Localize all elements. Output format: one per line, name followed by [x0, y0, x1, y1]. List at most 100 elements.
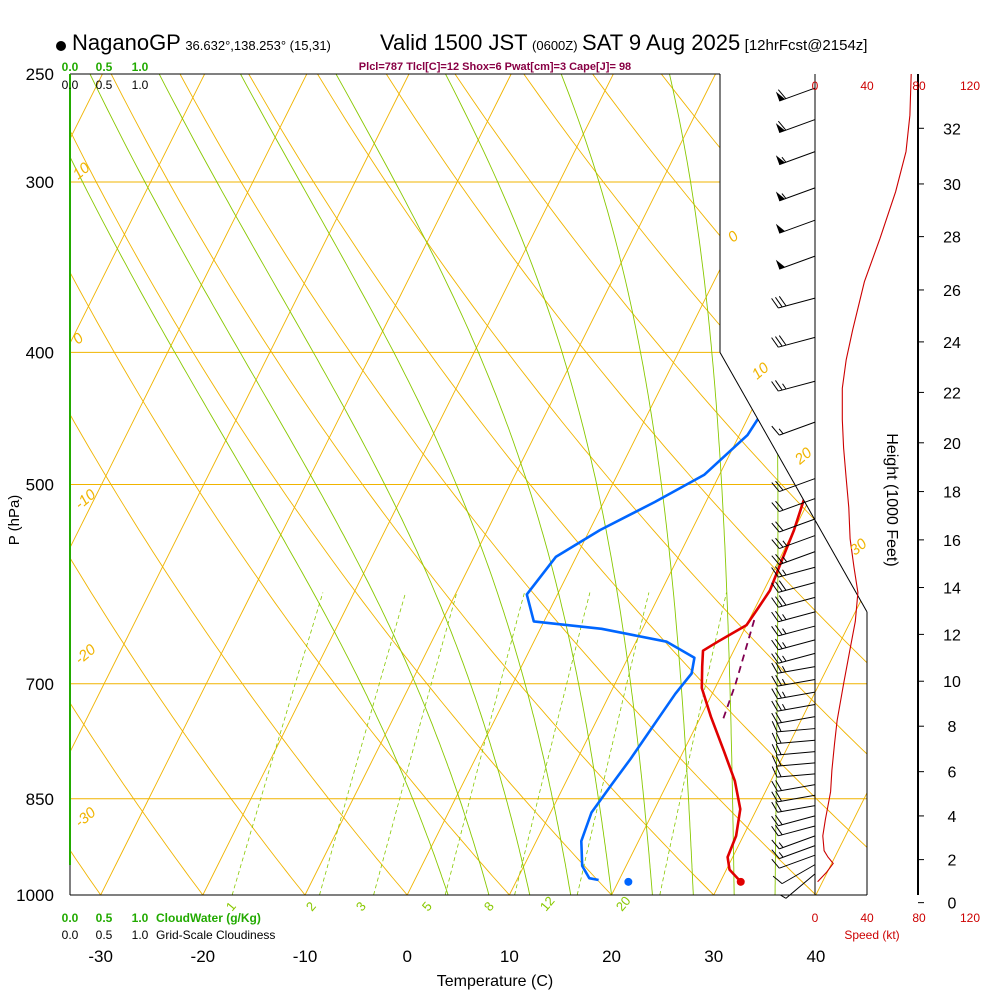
- height-tick-label: 4: [948, 809, 957, 826]
- wind-barb-feather: [771, 555, 780, 565]
- temp-axis-label: Temperature (C): [437, 973, 553, 990]
- wind-barb-feather: [775, 687, 782, 699]
- wind-barb: [771, 638, 816, 651]
- wind-barb-feather: [771, 567, 779, 578]
- wind-barb: [771, 624, 816, 637]
- wind-barb-feather: [771, 780, 779, 792]
- wind-barb-feather: [775, 537, 784, 548]
- wind-barb: [771, 754, 816, 767]
- wind-barb-staff: [779, 219, 816, 234]
- height-tick-label: 26: [943, 283, 961, 300]
- cloud-scale-top-green: 0.0: [62, 60, 79, 74]
- wind-barb-feather: [771, 700, 779, 712]
- wind-barb: [780, 873, 816, 899]
- site-name: NaganoGP: [72, 30, 181, 55]
- wind-barb-staff: [778, 825, 816, 837]
- wind-barb-feather: [778, 580, 787, 591]
- wind-barb-feather: [775, 336, 783, 347]
- speed-tick-top: 120: [960, 79, 980, 93]
- moist-adiabat-32: [669, 74, 735, 895]
- wind-barb-staff: [779, 535, 816, 550]
- wind-barb-feather: [775, 521, 784, 531]
- moist-adiabat-24: [445, 74, 653, 895]
- wind-barb-feather: [778, 335, 787, 346]
- wind-barb-half-feather: [778, 851, 784, 858]
- speed-tick-top: 80: [912, 79, 926, 93]
- height-tick-label: 20: [943, 436, 961, 453]
- dry-adiabat-30: [98, 74, 744, 895]
- wind-barb-feather: [771, 522, 780, 533]
- wind-barb-half-feather: [782, 628, 787, 635]
- cloud-scale-top-black: 0.5: [96, 78, 113, 92]
- wind-barb: [771, 712, 816, 724]
- wind-barb: [771, 478, 816, 493]
- isotherm-30: [713, 74, 867, 895]
- mixing-ratio-3: [373, 592, 458, 895]
- wind-barb: [771, 814, 816, 827]
- wind-barb-feather: [775, 297, 783, 308]
- isotherm--20: [202, 74, 614, 895]
- temperature-line: [700, 74, 867, 883]
- height-tick-label: 0: [948, 896, 957, 913]
- mixing-ratio-label: 3: [353, 899, 369, 914]
- wind-barb-staff: [779, 478, 816, 493]
- wind-barb-feather: [771, 626, 779, 637]
- wind-barb: [772, 864, 816, 885]
- wind-barb-feather: [771, 337, 779, 348]
- wind-barb-feather: [775, 743, 782, 755]
- wind-barb: [771, 652, 816, 664]
- wind-barb-half-feather: [778, 842, 784, 848]
- wind-barb: [771, 380, 816, 392]
- temp-tick-label: -10: [293, 947, 318, 966]
- wind-barb-staff: [778, 566, 816, 578]
- wind-barb-staff: [779, 518, 816, 533]
- wind-barb: [771, 518, 816, 533]
- height-tick-label: 2: [948, 853, 957, 870]
- height-tick-label: 18: [943, 485, 961, 502]
- isotherm--50: [70, 74, 308, 895]
- mixing-ratio-label: 8: [481, 899, 497, 914]
- wind-barb-staff: [779, 498, 816, 513]
- isotherm-label: -30: [72, 804, 100, 831]
- cloud-scale-bottom-green: 0.0: [62, 911, 79, 925]
- wind-barb-feather: [771, 482, 780, 492]
- wind-barb-feather: [775, 662, 782, 673]
- pressure-label: 250: [26, 65, 54, 84]
- pressure-label: 400: [26, 343, 54, 362]
- wind-barb: [771, 551, 816, 566]
- dry-adiabat-40: [166, 74, 847, 895]
- cloud-scale-bottom-black: 1.0: [132, 928, 149, 942]
- wind-barb-staff: [779, 255, 816, 270]
- pressure-label: 1000: [16, 886, 54, 905]
- wind-barb-feather: [775, 596, 783, 607]
- wind-barb-half-feather: [778, 428, 784, 435]
- cloudwater-label: CloudWater (g/Kg): [156, 911, 261, 925]
- wind-barb-staff: [777, 704, 816, 712]
- mixing-ratio-label: 20: [613, 893, 634, 914]
- moist-adiabat-28: [560, 74, 694, 895]
- wind-barb: [775, 255, 816, 270]
- speed-tick-bottom: 120: [960, 911, 980, 925]
- dry-adiabat-90: [506, 74, 867, 895]
- wind-barb-feather: [771, 849, 780, 859]
- cloud-scale-top-green: 1.0: [132, 60, 149, 74]
- wind-barb-staff: [779, 187, 816, 202]
- wind-barb-pennant: [775, 191, 785, 201]
- dry-adiabat--20: [70, 74, 226, 895]
- isotherm--60: [70, 74, 206, 895]
- isotherm-label: 0: [725, 227, 743, 246]
- wind-barb-feather: [771, 732, 778, 744]
- wind-barb-staff: [779, 551, 816, 566]
- wind-barb-feather: [771, 675, 779, 687]
- wind-barb-feather: [775, 566, 783, 577]
- wind-barb-half-feather: [782, 703, 786, 710]
- wind-barb: [771, 580, 816, 593]
- site-coords: 36.632°,138.253° (15,31): [185, 38, 331, 53]
- height-tick-label: 22: [943, 385, 961, 402]
- wind-barb: [771, 687, 816, 700]
- parcel-line: [722, 619, 756, 719]
- wind-barb-staff: [779, 835, 816, 850]
- wind-barb-staff: [777, 794, 816, 803]
- wind-barb-feather: [775, 754, 782, 767]
- cloud-scale-top-black: 0.0: [62, 78, 79, 92]
